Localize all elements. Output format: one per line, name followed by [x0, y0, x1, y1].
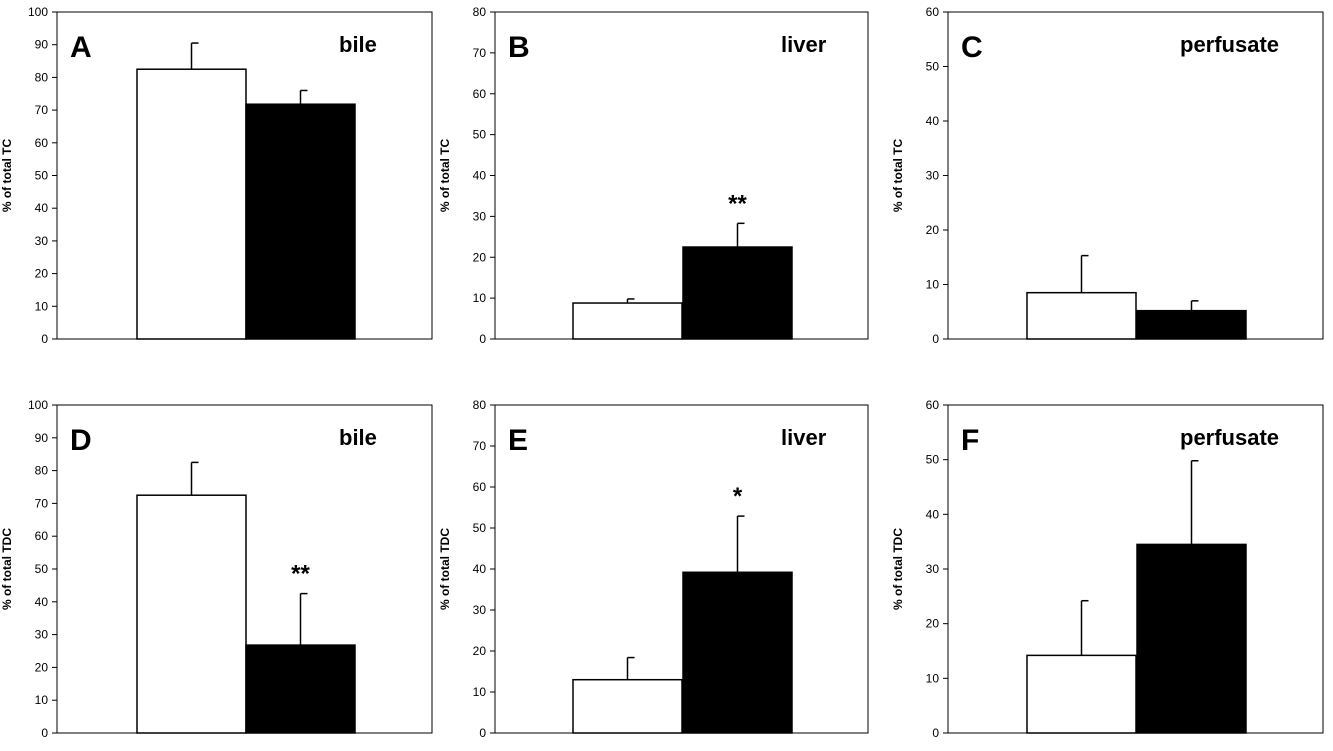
- y-tick-label: 50: [35, 169, 49, 183]
- panel-c: 0 10 20 30 40 50 60 % of total TC C perfusate: [891, 5, 1324, 346]
- y-tick-label: 100: [28, 5, 48, 19]
- bar-1: [136, 494, 247, 734]
- panel-title: liver: [781, 425, 827, 450]
- panel-letter: A: [70, 31, 92, 64]
- bar-2: [1136, 543, 1247, 734]
- y-tick-label: 30: [473, 209, 487, 223]
- panel-letter: C: [961, 31, 983, 64]
- y-tick-label: 0: [41, 332, 48, 346]
- bar-2: [682, 246, 793, 340]
- y-tick-label: 50: [926, 60, 940, 74]
- panel-title: perfusate: [1180, 425, 1279, 450]
- y-tick-label: 60: [35, 136, 49, 150]
- y-axis-label: % of total TC: [0, 139, 14, 213]
- y-tick-label: 30: [35, 234, 49, 248]
- y-tick-label: 10: [35, 299, 49, 313]
- y-tick-label: 40: [473, 562, 487, 576]
- panel-title: perfusate: [1180, 32, 1279, 57]
- y-tick-label: 40: [35, 201, 49, 215]
- y-tick-label: 70: [473, 46, 487, 60]
- y-axis-label: % of total TC: [891, 139, 905, 213]
- panel-a: 0 10 20 30 40 50 60 70 80 90 100 % of total TC A bile: [0, 5, 433, 346]
- y-tick-label: 80: [35, 464, 49, 478]
- y-tick-label: 20: [926, 617, 940, 631]
- y-tick-label: 70: [35, 496, 49, 510]
- y-tick-label: 0: [41, 726, 48, 740]
- panel-letter: D: [70, 424, 92, 457]
- y-tick-label: 80: [35, 70, 49, 84]
- significance-marker: **: [728, 190, 747, 217]
- panel-letter: F: [961, 424, 979, 457]
- y-tick-label: 10: [35, 693, 49, 707]
- y-tick-label: 70: [35, 103, 49, 117]
- plot-frame: [494, 11, 869, 340]
- y-axis-label: % of total TDC: [0, 528, 14, 610]
- y-tick-label: 40: [926, 114, 940, 128]
- y-tick-label: 50: [473, 128, 487, 142]
- significance-marker: **: [291, 561, 310, 588]
- y-tick-label: 20: [926, 223, 940, 237]
- y-tick-label: 90: [35, 431, 49, 445]
- bar-1: [572, 678, 683, 734]
- panel-b: 0 10 20 30 40 50 60 70 80 % of total TC B liver **: [438, 5, 869, 346]
- y-tick-label: 30: [473, 603, 487, 617]
- y-tick-label: 80: [473, 5, 487, 19]
- y-tick-label: 20: [473, 250, 487, 264]
- y-tick-label: 60: [926, 398, 940, 412]
- y-tick-label: 60: [926, 5, 940, 19]
- y-tick-label: 0: [479, 726, 486, 740]
- y-tick-label: 60: [473, 87, 487, 101]
- y-tick-label: 40: [926, 507, 940, 521]
- y-tick-label: 0: [932, 726, 939, 740]
- panel-title: bile: [339, 425, 377, 450]
- y-tick-label: 20: [35, 660, 49, 674]
- y-axis-label: % of total TDC: [891, 528, 905, 610]
- panel-e: 0 10 20 30 40 50 60 70 80 % of total TDC E liver *: [438, 398, 869, 740]
- bar-2: [1136, 309, 1247, 340]
- y-tick-label: 50: [926, 453, 940, 467]
- panel-d: 0 10 20 30 40 50 60 70 80 90 100 % of total TDC D bil…: [0, 398, 433, 740]
- y-tick-label: 20: [473, 644, 487, 658]
- panel-title: bile: [339, 32, 377, 57]
- bar-1: [572, 302, 683, 340]
- y-tick-label: 30: [926, 169, 940, 183]
- y-tick-label: 70: [473, 439, 487, 453]
- y-tick-label: 50: [35, 562, 49, 576]
- y-tick-label: 10: [926, 671, 940, 685]
- y-tick-label: 80: [473, 398, 487, 412]
- bar-1: [1026, 654, 1137, 734]
- y-tick-label: 10: [473, 291, 487, 305]
- y-tick-label: 60: [35, 529, 49, 543]
- y-axis-label: % of total TDC: [438, 528, 452, 610]
- panel-title: liver: [781, 32, 827, 57]
- y-tick-label: 100: [28, 398, 48, 412]
- y-tick-label: 30: [35, 628, 49, 642]
- y-tick-label: 40: [473, 169, 487, 183]
- y-tick-label: 30: [926, 562, 940, 576]
- panel-letter: B: [508, 31, 530, 64]
- bar-2: [245, 103, 356, 340]
- y-tick-label: 10: [473, 685, 487, 699]
- bar-1: [1026, 291, 1137, 340]
- y-tick-label: 50: [473, 521, 487, 535]
- bar-2: [682, 571, 793, 734]
- bar-2: [245, 644, 356, 734]
- y-tick-label: 0: [479, 332, 486, 346]
- y-tick-label: 0: [932, 332, 939, 346]
- y-tick-label: 60: [473, 480, 487, 494]
- significance-marker: *: [733, 483, 743, 510]
- bar-1: [136, 68, 247, 340]
- panel-f: 0 10 20 30 40 50 60 % of total TDC F perfusate: [891, 398, 1324, 740]
- y-tick-label: 20: [35, 267, 49, 281]
- y-axis-label: % of total TC: [438, 139, 452, 213]
- plot-frame: [947, 11, 1324, 340]
- y-tick-label: 10: [926, 278, 940, 292]
- y-tick-label: 90: [35, 38, 49, 52]
- panel-letter: E: [508, 424, 528, 457]
- y-tick-label: 40: [35, 595, 49, 609]
